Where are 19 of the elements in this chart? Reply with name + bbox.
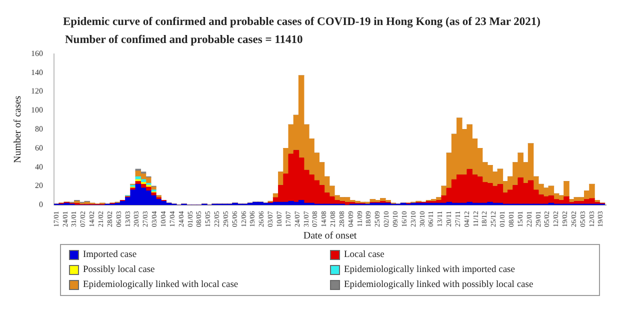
y-tick-label: 100 <box>31 106 43 115</box>
y-tick-label: 160 <box>31 48 43 58</box>
chart-title: Epidemic curve of confirmed and probable cases of COVID-19 in Hong Kong (as of 23 Mar 2021) <box>62 15 542 28</box>
y-axis-title: Number of cases <box>12 96 24 164</box>
y-tick-label: 80 <box>35 124 43 134</box>
legend-label: Epidemiologically linked with possibly local case <box>344 280 534 290</box>
y-tick-label: 0 <box>39 200 43 210</box>
legend-label: Local case <box>344 250 384 260</box>
x-axis-title: Date of onset <box>303 230 357 242</box>
legend-label: Possibly local case <box>83 265 155 275</box>
legend-label: Epidemiologically linked with imported case <box>344 265 515 275</box>
y-tick-label: 40 <box>35 162 43 172</box>
chart-subtitle: Number of confimed and probable cases = 11410 <box>64 33 304 46</box>
y-tick-label: 140 <box>31 68 43 77</box>
y-tick-label: 60 <box>35 143 43 152</box>
legend-label: Epidemiologically linked with local case <box>83 280 238 290</box>
y-tick-label: 20 <box>35 181 43 190</box>
legend-label: Imported case <box>83 250 137 260</box>
y-tick-label: 120 <box>31 86 43 96</box>
